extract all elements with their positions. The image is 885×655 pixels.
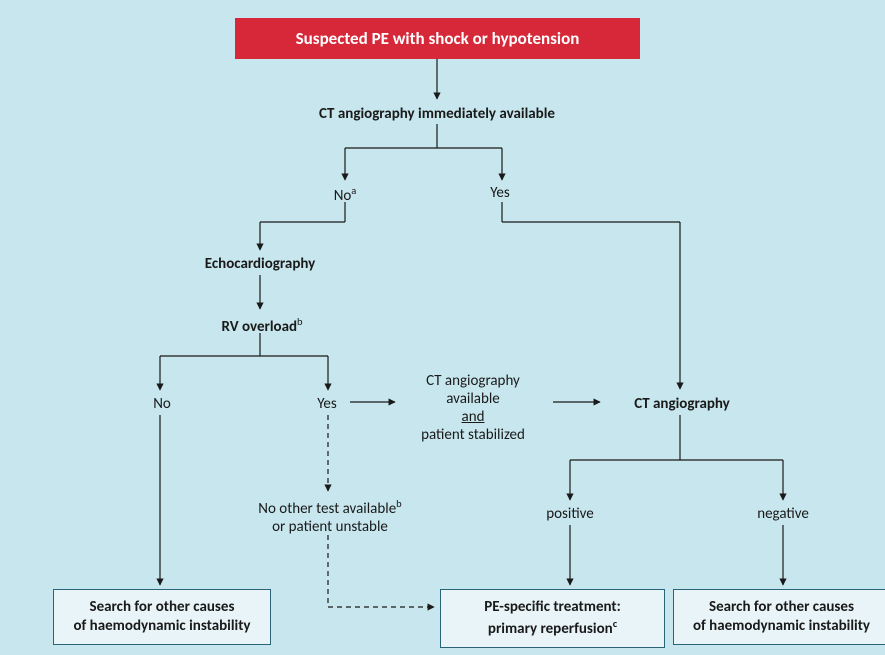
node-ct_avail: CT angiography immediately available: [262, 105, 612, 123]
node-positive: positive: [535, 505, 605, 523]
node-yes2: Yes: [307, 395, 347, 413]
diagram-background: [0, 0, 885, 655]
result-box-result3: Search for other causesof haemodynamic i…: [673, 589, 885, 645]
header-box: Suspected PE with shock or hypotension: [235, 18, 640, 59]
result-box-result1: Search for other causesof haemodynamic i…: [53, 589, 271, 645]
node-echo: Echocardiography: [175, 255, 345, 273]
node-rv_overload: RV overloadb: [197, 315, 327, 336]
node-yes1: Yes: [475, 184, 525, 202]
node-no2: No: [142, 395, 182, 413]
result-box-result2: PE-specific treatment:primary reperfusio…: [440, 589, 665, 648]
node-ct_angio: CT angiography: [607, 395, 757, 413]
node-negative: negative: [748, 505, 818, 523]
node-no_a: Noa: [320, 184, 370, 205]
node-ct_stable: CT angiographyavailableandpatient stabil…: [398, 372, 548, 444]
node-no_other: No other test availablebor patient unsta…: [230, 497, 430, 536]
